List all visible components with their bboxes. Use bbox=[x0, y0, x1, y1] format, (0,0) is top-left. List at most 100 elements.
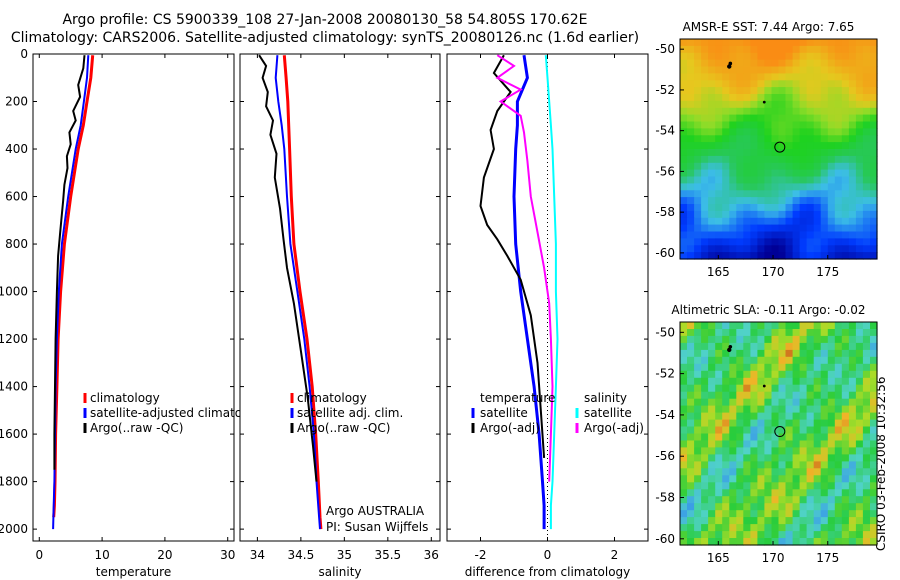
map-cell bbox=[848, 197, 857, 205]
map-cell bbox=[870, 94, 878, 102]
map-cell bbox=[715, 322, 723, 330]
map-cell bbox=[792, 412, 801, 421]
map-cell bbox=[870, 503, 878, 511]
y-tick-label: 1400 bbox=[0, 380, 28, 394]
map-cell bbox=[757, 356, 765, 365]
map-cell bbox=[715, 531, 723, 539]
map-cell bbox=[736, 162, 744, 171]
map-cell bbox=[743, 496, 751, 504]
map-cell bbox=[870, 342, 878, 351]
map-cell bbox=[806, 142, 815, 150]
map-cell bbox=[827, 39, 836, 47]
map-cell bbox=[743, 162, 751, 171]
map-cell bbox=[799, 531, 808, 539]
map-cell bbox=[715, 94, 723, 102]
map-cell bbox=[694, 503, 702, 511]
map-cell bbox=[827, 489, 836, 497]
map-cell bbox=[694, 128, 702, 136]
map-cell bbox=[855, 155, 864, 164]
map-cell bbox=[862, 142, 871, 150]
map-cell bbox=[827, 342, 836, 351]
map-cell bbox=[785, 475, 794, 483]
map-cell bbox=[715, 496, 723, 504]
map-cell bbox=[680, 489, 688, 497]
map-cell bbox=[687, 517, 695, 525]
map-cell bbox=[827, 468, 836, 476]
map-cell bbox=[715, 197, 723, 205]
map-cell bbox=[736, 59, 744, 68]
map-cell bbox=[841, 419, 850, 428]
map-cell bbox=[827, 217, 836, 226]
map-cell bbox=[729, 39, 737, 47]
map-cell bbox=[771, 363, 780, 372]
map-cell bbox=[771, 475, 780, 483]
map-cell bbox=[799, 245, 808, 253]
map-cell bbox=[736, 531, 744, 539]
map-cell bbox=[694, 155, 702, 164]
map-cell bbox=[750, 342, 758, 351]
map-cell bbox=[820, 231, 829, 239]
x-tick-label: 170 bbox=[762, 265, 785, 279]
map-cell bbox=[799, 59, 808, 68]
map-cell bbox=[715, 155, 723, 164]
map-cell bbox=[841, 114, 850, 123]
legend-heading: salinity bbox=[584, 391, 627, 405]
map-cell bbox=[757, 335, 765, 344]
map-cell bbox=[862, 94, 871, 102]
map-cell bbox=[729, 52, 737, 61]
map-cell bbox=[834, 197, 843, 205]
map-cell bbox=[855, 412, 864, 421]
map-cell bbox=[736, 503, 744, 511]
map-cell bbox=[841, 329, 850, 337]
map-cell bbox=[708, 475, 716, 483]
y-tick-label: -52 bbox=[655, 83, 675, 97]
map-cell bbox=[799, 496, 808, 504]
map-cell bbox=[792, 45, 801, 54]
map-cell bbox=[806, 377, 815, 386]
map-cell bbox=[694, 135, 702, 143]
map-cell bbox=[680, 142, 688, 150]
map-cell bbox=[687, 224, 695, 233]
map-cell bbox=[729, 107, 737, 116]
map-cell bbox=[799, 142, 808, 150]
map-cell bbox=[785, 169, 794, 178]
map-cell bbox=[827, 114, 836, 123]
map-cell bbox=[813, 482, 822, 490]
map-cell bbox=[841, 52, 850, 61]
map-cell bbox=[806, 461, 815, 469]
map-cell bbox=[687, 384, 695, 393]
map-cell bbox=[694, 524, 702, 532]
map-cell bbox=[771, 489, 780, 497]
map-cell bbox=[757, 475, 765, 483]
map-cell bbox=[743, 142, 751, 150]
map-cell bbox=[827, 45, 836, 54]
map-cell bbox=[715, 128, 723, 136]
map-cell bbox=[792, 128, 801, 136]
map-cell bbox=[792, 356, 801, 365]
map-cell bbox=[820, 356, 829, 365]
map-cell bbox=[848, 231, 857, 239]
map-cell bbox=[757, 107, 765, 116]
map-cell bbox=[736, 426, 744, 435]
map-cell bbox=[870, 412, 878, 421]
map-cell bbox=[785, 238, 794, 246]
map-cell bbox=[743, 531, 751, 539]
map-cell bbox=[799, 224, 808, 233]
map-cell bbox=[722, 210, 730, 219]
map-cell bbox=[743, 45, 751, 54]
map-cell bbox=[764, 94, 772, 102]
map-cell bbox=[870, 384, 878, 393]
map-cell bbox=[870, 114, 878, 123]
map-cell bbox=[715, 377, 723, 386]
map-cell bbox=[736, 149, 744, 157]
map-cell bbox=[729, 538, 737, 546]
map-cell bbox=[736, 245, 744, 253]
x-tick-label: 170 bbox=[762, 551, 785, 565]
map-cell bbox=[799, 204, 808, 212]
map-cell bbox=[827, 94, 836, 102]
map-cell bbox=[771, 510, 780, 518]
map-cell bbox=[680, 335, 688, 344]
map-cell bbox=[834, 73, 843, 81]
map-cell bbox=[701, 100, 709, 109]
map-cell bbox=[834, 238, 843, 246]
